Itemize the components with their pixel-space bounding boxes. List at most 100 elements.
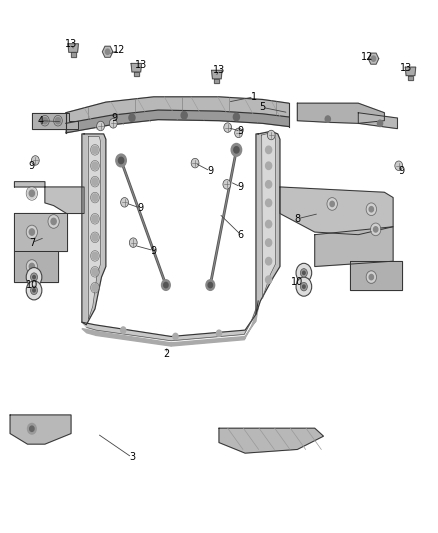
Circle shape [374,227,378,232]
Circle shape [120,198,128,207]
Circle shape [129,114,135,122]
Polygon shape [214,79,219,83]
Polygon shape [134,72,139,76]
Text: 10: 10 [291,277,304,287]
Text: 4: 4 [38,116,44,126]
Circle shape [97,121,105,131]
Polygon shape [212,70,222,79]
Circle shape [92,252,98,260]
Circle shape [367,272,375,282]
Text: 2: 2 [164,349,170,359]
Polygon shape [82,134,106,325]
Polygon shape [244,320,256,340]
Circle shape [164,282,168,288]
Polygon shape [14,251,58,282]
Text: 10: 10 [26,280,38,290]
Polygon shape [102,46,113,57]
Polygon shape [171,336,245,346]
Text: 9: 9 [238,182,244,192]
Circle shape [300,269,307,277]
Polygon shape [66,110,289,133]
Circle shape [224,123,232,132]
Text: 3: 3 [129,453,135,463]
Circle shape [265,181,272,188]
Polygon shape [82,328,96,335]
Polygon shape [297,103,385,123]
Circle shape [265,276,272,284]
Polygon shape [358,113,397,128]
Text: 8: 8 [294,214,300,224]
Circle shape [51,218,56,224]
Circle shape [378,120,383,126]
Polygon shape [280,187,393,235]
Circle shape [367,205,375,214]
Text: 9: 9 [112,113,118,123]
Circle shape [118,157,124,164]
Circle shape [303,285,305,288]
Circle shape [208,282,212,288]
Circle shape [206,280,215,290]
Polygon shape [315,227,393,266]
Text: 6: 6 [238,230,244,240]
Circle shape [369,274,374,280]
Circle shape [233,114,240,120]
Circle shape [92,178,98,185]
Polygon shape [405,67,416,76]
Polygon shape [14,214,67,251]
Circle shape [49,216,58,227]
Polygon shape [10,415,71,444]
Text: 13: 13 [65,39,77,49]
Circle shape [29,190,35,197]
Polygon shape [14,182,84,214]
Polygon shape [350,261,402,290]
Circle shape [265,257,272,265]
Circle shape [33,289,35,292]
Circle shape [31,286,38,295]
Circle shape [296,277,312,296]
Polygon shape [66,97,289,123]
Circle shape [110,118,117,128]
Polygon shape [256,131,280,314]
Polygon shape [71,52,76,56]
Text: 9: 9 [238,126,244,136]
Text: 1: 1 [251,92,257,102]
Circle shape [265,162,272,169]
Circle shape [33,276,35,279]
Polygon shape [408,76,413,80]
Circle shape [265,239,272,246]
Circle shape [29,263,35,270]
Polygon shape [88,136,101,319]
Circle shape [231,143,242,156]
Text: 13: 13 [134,60,147,70]
Circle shape [92,162,98,169]
Circle shape [267,130,275,140]
Polygon shape [32,113,78,128]
Circle shape [369,207,374,212]
Text: 9: 9 [138,203,144,213]
Polygon shape [131,63,141,72]
Circle shape [28,423,36,434]
Circle shape [42,117,47,124]
Text: 12: 12 [113,45,125,55]
Circle shape [234,147,239,153]
Polygon shape [368,53,379,64]
Circle shape [30,426,34,431]
Circle shape [265,220,272,228]
Polygon shape [82,301,258,341]
Circle shape [372,224,380,234]
Text: 9: 9 [29,161,35,171]
Circle shape [129,238,137,247]
Text: 13: 13 [400,63,412,72]
Circle shape [31,273,38,281]
Circle shape [330,201,334,207]
Circle shape [371,56,376,61]
Polygon shape [261,133,276,298]
Circle shape [395,161,403,171]
Text: 9: 9 [207,166,213,176]
Circle shape [26,268,42,287]
Polygon shape [68,44,78,52]
Circle shape [265,146,272,154]
Circle shape [26,281,42,300]
Circle shape [92,284,98,292]
Circle shape [265,199,272,207]
